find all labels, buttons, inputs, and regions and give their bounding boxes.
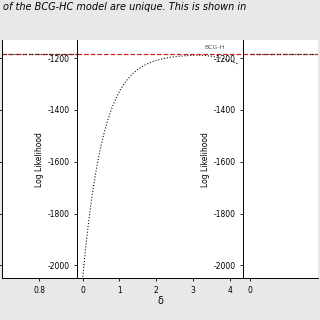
Text: of the BCG-HC model are unique. This is shown in: of the BCG-HC model are unique. This is … bbox=[3, 2, 246, 12]
Text: BCG-H: BCG-H bbox=[204, 44, 225, 50]
Y-axis label: Log Likelihood: Log Likelihood bbox=[201, 132, 211, 187]
X-axis label: δ: δ bbox=[157, 296, 163, 307]
Y-axis label: Log Likelihood: Log Likelihood bbox=[36, 132, 44, 187]
